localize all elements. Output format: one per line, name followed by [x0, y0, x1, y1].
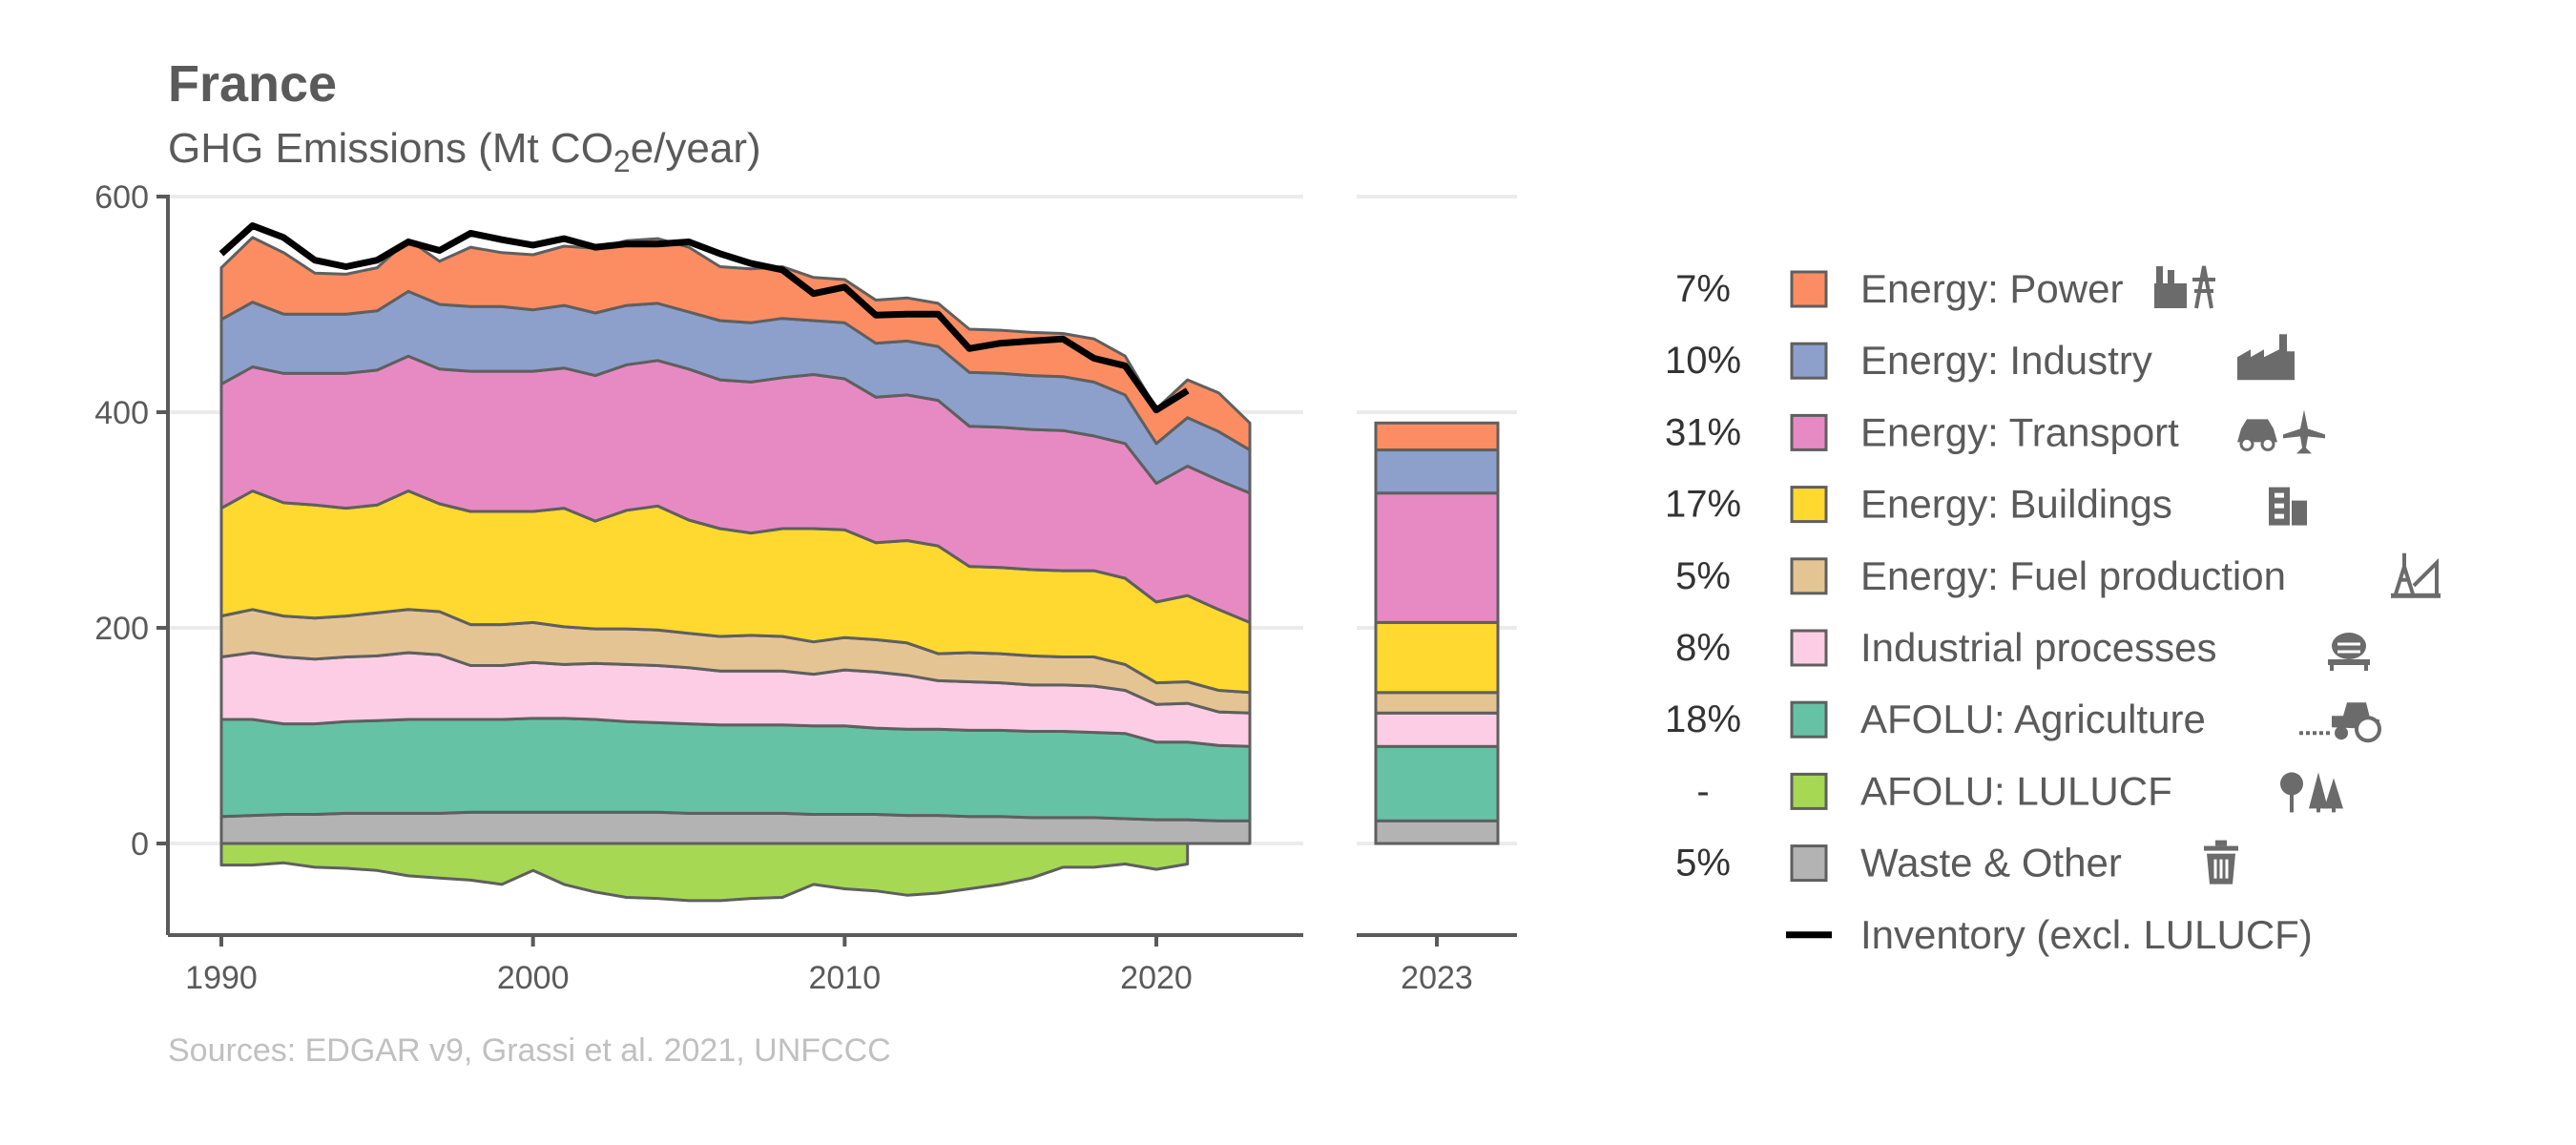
y-tick-labels: 0 200 400 600 [94, 179, 149, 863]
legend-share: 10% [1665, 340, 1741, 382]
bar-year-label: 2023 [1401, 960, 1473, 996]
legend-label: Industrial processes [1860, 625, 2217, 670]
cement-icon [2328, 633, 2370, 671]
bar-segment-tractor [1374, 744, 1500, 822]
power-plant-icon [2154, 265, 2215, 309]
legend-swatch [1790, 486, 1828, 524]
trash-icon [2204, 840, 2238, 885]
legend-item: 31% Energy: Transport [1665, 409, 2325, 454]
legend-share: 5% [1675, 555, 1731, 597]
area-power-plant [219, 236, 1252, 452]
trees-icon [2280, 772, 2343, 813]
building-icon [2269, 487, 2307, 526]
legend-share: 7% [1675, 268, 1731, 310]
y-tick-label: 200 [94, 611, 149, 647]
legend-label: Energy: Power [1860, 266, 2123, 311]
car-plane-icon [2237, 409, 2325, 454]
bar-2023 [1374, 421, 1500, 845]
legend-item: 17% Energy: Buildings [1665, 482, 2307, 527]
legend-label: Energy: Industry [1860, 338, 2152, 383]
legend-swatch [1790, 772, 1828, 810]
bar-segment-cement [1374, 711, 1500, 748]
inventory-line [218, 222, 1190, 414]
y-tick-label: 0 [131, 826, 149, 863]
legend-swatch [1790, 700, 1828, 739]
y-tick-label: 400 [94, 395, 149, 431]
legend-label: Energy: Transport [1860, 409, 2179, 454]
legend-swatch [1790, 629, 1828, 667]
bar-segment-trash [1374, 819, 1500, 845]
bar-segment-factory [1374, 448, 1500, 495]
legend-label: Waste & Other [1860, 841, 2122, 885]
x-tick-label: 1990 [185, 960, 258, 996]
legend-share: - [1696, 770, 1709, 812]
legend: 7% Energy: Power 10% Energy: Industry 31% Ene… [1665, 265, 2441, 957]
inventory-line-group [218, 222, 1190, 414]
legend-label: AFOLU: LULUCF [1860, 768, 2172, 813]
legend-label: AFOLU: Agriculture [1860, 697, 2206, 741]
legend-swatch [1790, 557, 1828, 595]
legend-swatch [1790, 270, 1828, 308]
legend-label: Inventory (excl. LULUCF) [1860, 912, 2313, 957]
source-note: Sources: EDGAR v9, Grassi et al. 2021, U… [168, 1032, 891, 1069]
bar-segment-building [1374, 620, 1500, 695]
tractor-icon [2299, 702, 2381, 743]
y-tick-label: 600 [94, 179, 149, 216]
legend-share: 31% [1665, 411, 1741, 453]
chart-subtitle: GHG Emissions (Mt CO2e/year) [168, 125, 761, 178]
bar-segment-oil-rig [1374, 691, 1500, 715]
axes-bar [1357, 933, 1517, 947]
bar-segment-power-plant [1374, 421, 1500, 452]
legend-item: 18% AFOLU: Agriculture [1665, 697, 2381, 743]
oil-rig-icon [2391, 552, 2441, 598]
legend-swatch [1790, 413, 1828, 451]
legend-item-inventory: Inventory (excl. LULUCF) [1786, 912, 2313, 957]
legend-swatch [1790, 342, 1828, 380]
x-tick-label: 2000 [497, 960, 570, 996]
chart-title: France [168, 55, 337, 113]
legend-share: 17% [1665, 484, 1741, 526]
x-tick-label: 2010 [809, 960, 882, 996]
area-lulucf [219, 842, 1190, 903]
legend-item: 5% Energy: Fuel production [1675, 553, 2441, 598]
legend-item: 10% Energy: Industry [1665, 334, 2295, 383]
legend-item: 7% Energy: Power [1675, 265, 2215, 311]
x-tick-label: 2020 [1120, 960, 1193, 996]
x-tick-labels: 1990 2000 2010 2020 [185, 960, 1193, 996]
legend-item: 5% Waste & Other [1675, 840, 2238, 885]
legend-label: Energy: Fuel production [1860, 553, 2286, 598]
legend-label: Energy: Buildings [1860, 482, 2172, 527]
legend-item: - AFOLU: LULUCF [1696, 768, 2343, 813]
legend-swatch [1790, 844, 1828, 883]
bar-segment-car-plane [1374, 491, 1500, 624]
factory-icon [2237, 334, 2295, 381]
legend-share: 5% [1675, 843, 1731, 885]
area-series [219, 236, 1252, 903]
legend-share: 18% [1665, 698, 1741, 740]
axes-main [156, 195, 1303, 947]
legend-item: 8% Industrial processes [1675, 625, 2370, 671]
legend-share: 8% [1675, 627, 1731, 669]
